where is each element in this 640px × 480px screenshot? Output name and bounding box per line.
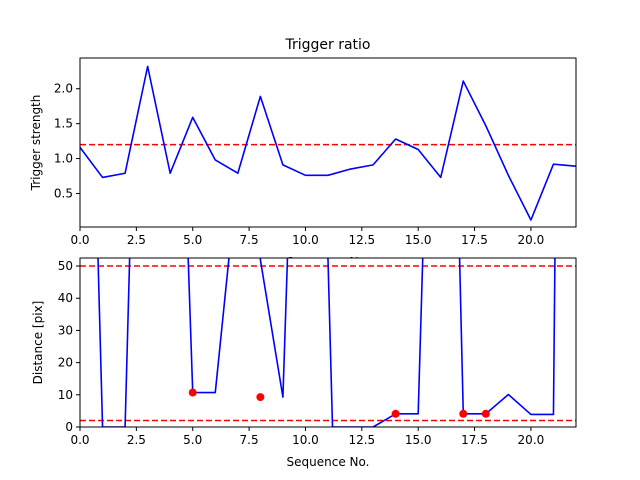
plot-frame: [79, 257, 577, 428]
data-point-4: [481, 409, 490, 418]
x-tick-label-7: 17.5: [461, 433, 488, 447]
x-tick-label-1: 2.5: [127, 233, 146, 247]
x-tick-label-7: 17.5: [461, 233, 488, 247]
x-tick-label-1: 2.5: [127, 433, 146, 447]
y-tick-label-3: 2.0: [54, 82, 73, 96]
series-line-0: [97, 258, 556, 427]
x-tick-label-8: 20.0: [518, 433, 545, 447]
data-point-0: [188, 388, 197, 397]
x-tick-label-3: 7.5: [240, 433, 259, 447]
x-tick-label-3: 7.5: [240, 233, 259, 247]
x-tick-label-2: 5.0: [183, 233, 202, 247]
plot-marks: [80, 258, 576, 427]
y-tick-label-1: 10: [58, 388, 73, 402]
y-tick-label-5: 50: [58, 259, 73, 273]
y-tick-label-0: 0.5: [54, 186, 73, 200]
data-point-2: [391, 409, 400, 418]
x-axis-label: Sequence No.: [287, 455, 370, 469]
plot-frame: [79, 57, 577, 228]
x-tick-label-5: 12.5: [348, 433, 375, 447]
data-point-1: [256, 393, 265, 402]
y-tick-label-2: 20: [58, 356, 73, 370]
x-tick-label-4: 10.0: [292, 233, 319, 247]
series-line-0: [80, 65, 576, 221]
plot-area: [80, 58, 576, 227]
chart-title: Trigger ratio: [284, 37, 370, 53]
plot-marks: [80, 65, 576, 221]
distance-chart: 0.0 2.5 5.0 7.5 10.0 12.5 15.0 17.5 20.0 0 10 20 30 4…: [31, 257, 577, 469]
x-tick-label-2: 5.0: [183, 433, 202, 447]
x-tick-label-6: 15.0: [405, 433, 432, 447]
y-tick-label-4: 40: [58, 291, 73, 305]
y-tick-label-0: 0: [65, 420, 73, 434]
x-tick-label-8: 20.0: [518, 233, 545, 247]
x-tick-label-4: 10.0: [292, 433, 319, 447]
trigger-ratio-chart: Trigger ratio 0.0 2.5 5.0 7.5 10.0 12.5 15.0 17…: [29, 37, 577, 269]
x-tick-label-6: 15.0: [405, 233, 432, 247]
axes: 0.0 2.5 5.0 7.5 10.0 12.5 15.0 17.5 20.0 0 10 20 30 4…: [58, 259, 545, 447]
y-axis-label: Trigger strength: [29, 95, 43, 192]
y-tick-label-1: 1.0: [54, 152, 73, 166]
x-tick-label-0: 0.0: [70, 233, 89, 247]
y-tick-label-2: 1.5: [54, 117, 73, 131]
x-tick-label-0: 0.0: [70, 433, 89, 447]
x-tick-label-5: 12.5: [348, 233, 375, 247]
axes: 0.0 2.5 5.0 7.5 10.0 12.5 15.0 17.5 20.0 0.5 1.0 1.…: [54, 82, 544, 247]
y-tick-label-3: 30: [58, 323, 73, 337]
data-point-3: [459, 409, 468, 418]
y-axis-label: Distance [pix]: [31, 301, 45, 385]
